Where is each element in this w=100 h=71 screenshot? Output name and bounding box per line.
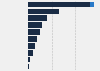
- Bar: [28, 9, 59, 14]
- Bar: [28, 36, 38, 42]
- Bar: [28, 22, 42, 28]
- Bar: [28, 64, 29, 69]
- Bar: [28, 2, 90, 7]
- Bar: [28, 57, 30, 62]
- Bar: [28, 15, 47, 21]
- Bar: [28, 50, 33, 56]
- Bar: [90, 2, 94, 7]
- Bar: [28, 43, 35, 49]
- Bar: [28, 29, 40, 35]
